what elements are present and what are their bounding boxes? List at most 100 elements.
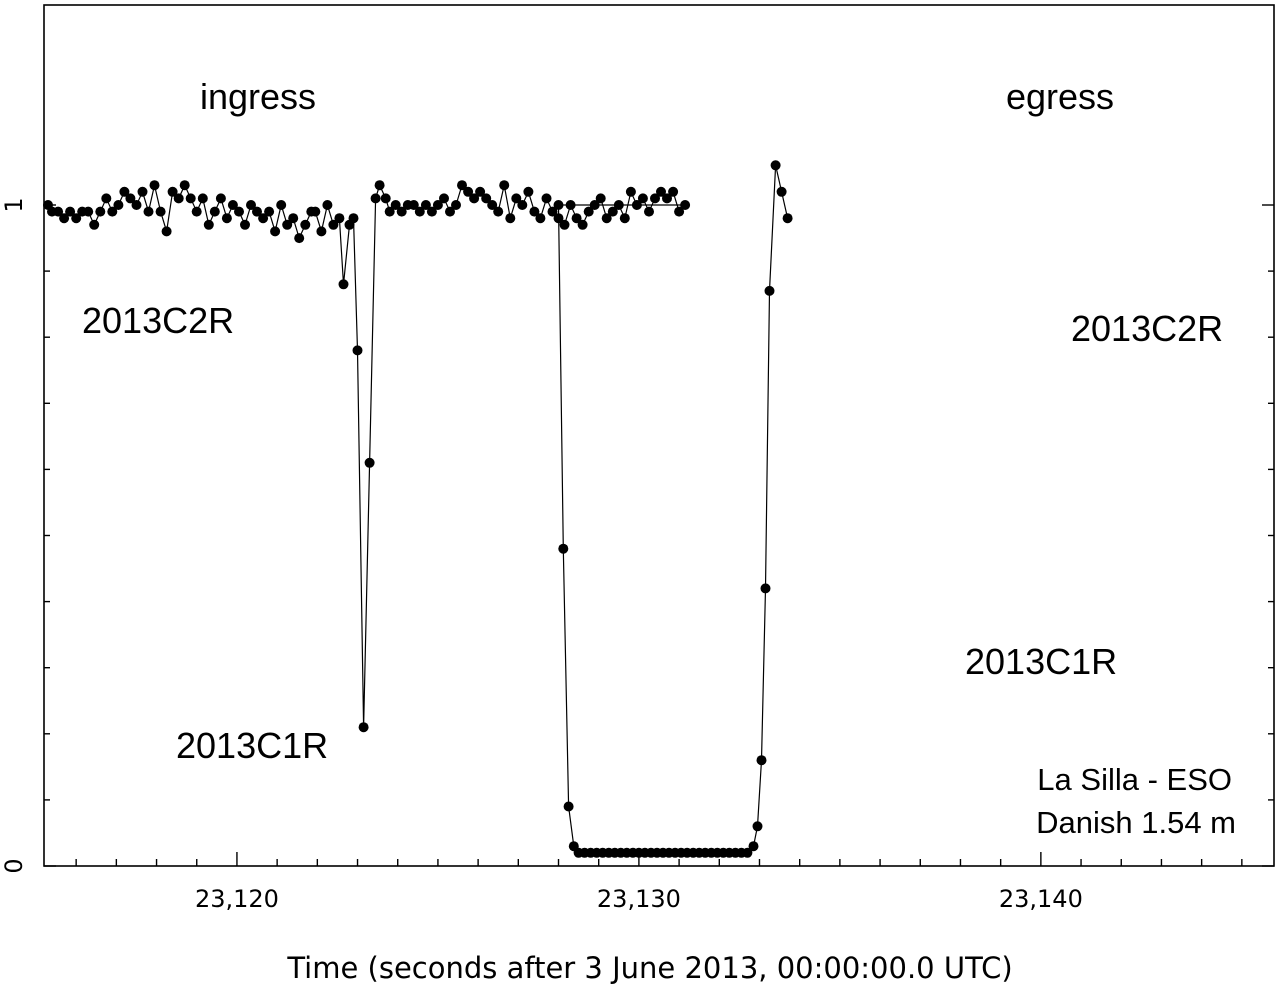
data-point: [559, 219, 570, 230]
data-point: [563, 801, 574, 812]
plot-frame: [43, 4, 1275, 867]
data-point: [535, 213, 546, 224]
data-point: [565, 200, 576, 210]
data-point: [517, 200, 528, 210]
data-point: [547, 206, 558, 217]
data-point: [770, 160, 781, 171]
data-point: [149, 180, 160, 191]
data-point: [125, 193, 136, 204]
data-point: [89, 219, 100, 230]
data-point: [252, 206, 262, 217]
data-point: [119, 186, 130, 197]
data-point: [234, 206, 244, 217]
y-tick-label: 0: [0, 858, 28, 873]
data-point: [53, 206, 64, 217]
data-point: [83, 206, 94, 217]
data-point: [457, 180, 467, 191]
telescope-label: Danish 1.54 m: [1036, 805, 1236, 840]
data-point: [644, 206, 654, 217]
data-point: [742, 847, 753, 858]
data-point: [352, 345, 363, 356]
data-point: [487, 200, 498, 210]
observatory-label: La Silla - ESO: [1037, 762, 1232, 797]
data-point: [589, 200, 600, 210]
data-point: [577, 219, 588, 230]
data-point: [215, 193, 226, 204]
data-point: [338, 279, 349, 290]
data-point: [432, 200, 443, 210]
data-point: [95, 206, 106, 217]
data-point: [161, 226, 172, 237]
annotation-egress-c2r: 2013C2R: [1071, 308, 1223, 349]
data-point: [276, 200, 287, 210]
y-axis-ticks: 01: [0, 197, 1274, 874]
data-point: [420, 200, 431, 210]
data-point: [113, 200, 124, 210]
data-point: [364, 457, 375, 468]
data-point: [270, 226, 281, 237]
data-point: [445, 206, 455, 217]
data-point: [173, 193, 184, 204]
data-point: [595, 193, 606, 204]
data-point: [348, 213, 359, 224]
data-point: [316, 226, 327, 237]
data-point: [246, 200, 256, 210]
data-point: [374, 180, 385, 191]
data-point: [583, 206, 594, 217]
data-point: [451, 200, 461, 210]
annotation-egress-c1r: 2013C1R: [965, 641, 1117, 682]
data-point: [541, 193, 552, 204]
data-point: [143, 206, 154, 217]
series-line: [47, 165, 789, 854]
x-tick-label: 23,130: [597, 885, 681, 913]
data-point: [240, 219, 250, 230]
data-point: [619, 213, 630, 224]
data-point: [396, 206, 407, 217]
data-point: [380, 193, 391, 204]
data-point: [493, 206, 504, 217]
data-point: [439, 193, 449, 204]
data-point: [469, 193, 480, 204]
data-point: [529, 206, 540, 217]
plot-border: [43, 4, 1275, 867]
data-point: [203, 219, 214, 230]
data-point: [553, 200, 564, 210]
annotation-ingress: ingress: [200, 76, 316, 117]
data-point: [499, 180, 510, 191]
data-point: [197, 193, 208, 204]
annotation-ingress-c1r: 2013C1R: [176, 725, 328, 766]
data-point: [384, 206, 395, 217]
data-point: [656, 186, 666, 197]
data-point: [475, 186, 486, 197]
x-tick-label: 23,140: [999, 885, 1083, 913]
x-tick-label: 23,120: [195, 885, 279, 913]
data-point: [101, 193, 112, 204]
data-point: [760, 583, 771, 594]
data-point: [674, 206, 685, 217]
x-axis-ticks: 23,120 23,130 23,140: [75, 852, 1243, 913]
data-point: [748, 841, 759, 852]
data-point: [571, 213, 582, 224]
data-point: [155, 206, 166, 217]
data-point: [137, 186, 148, 197]
data-point: [107, 206, 118, 217]
data-point: [191, 206, 202, 217]
data-point: [776, 186, 787, 197]
data-point: [481, 193, 492, 204]
data-point: [221, 213, 232, 224]
data-point: [370, 193, 381, 204]
data-point: [209, 206, 220, 217]
data-point: [334, 213, 345, 224]
data-point: [300, 219, 311, 230]
data-point: [650, 193, 660, 204]
data-point: [288, 213, 299, 224]
data-point: [282, 219, 293, 230]
data-point: [625, 186, 636, 197]
data-point: [601, 213, 612, 224]
data-point: [264, 206, 275, 217]
data-point: [426, 206, 437, 217]
data-point: [752, 821, 763, 832]
data-point: [558, 543, 569, 554]
data-point: [463, 186, 474, 197]
